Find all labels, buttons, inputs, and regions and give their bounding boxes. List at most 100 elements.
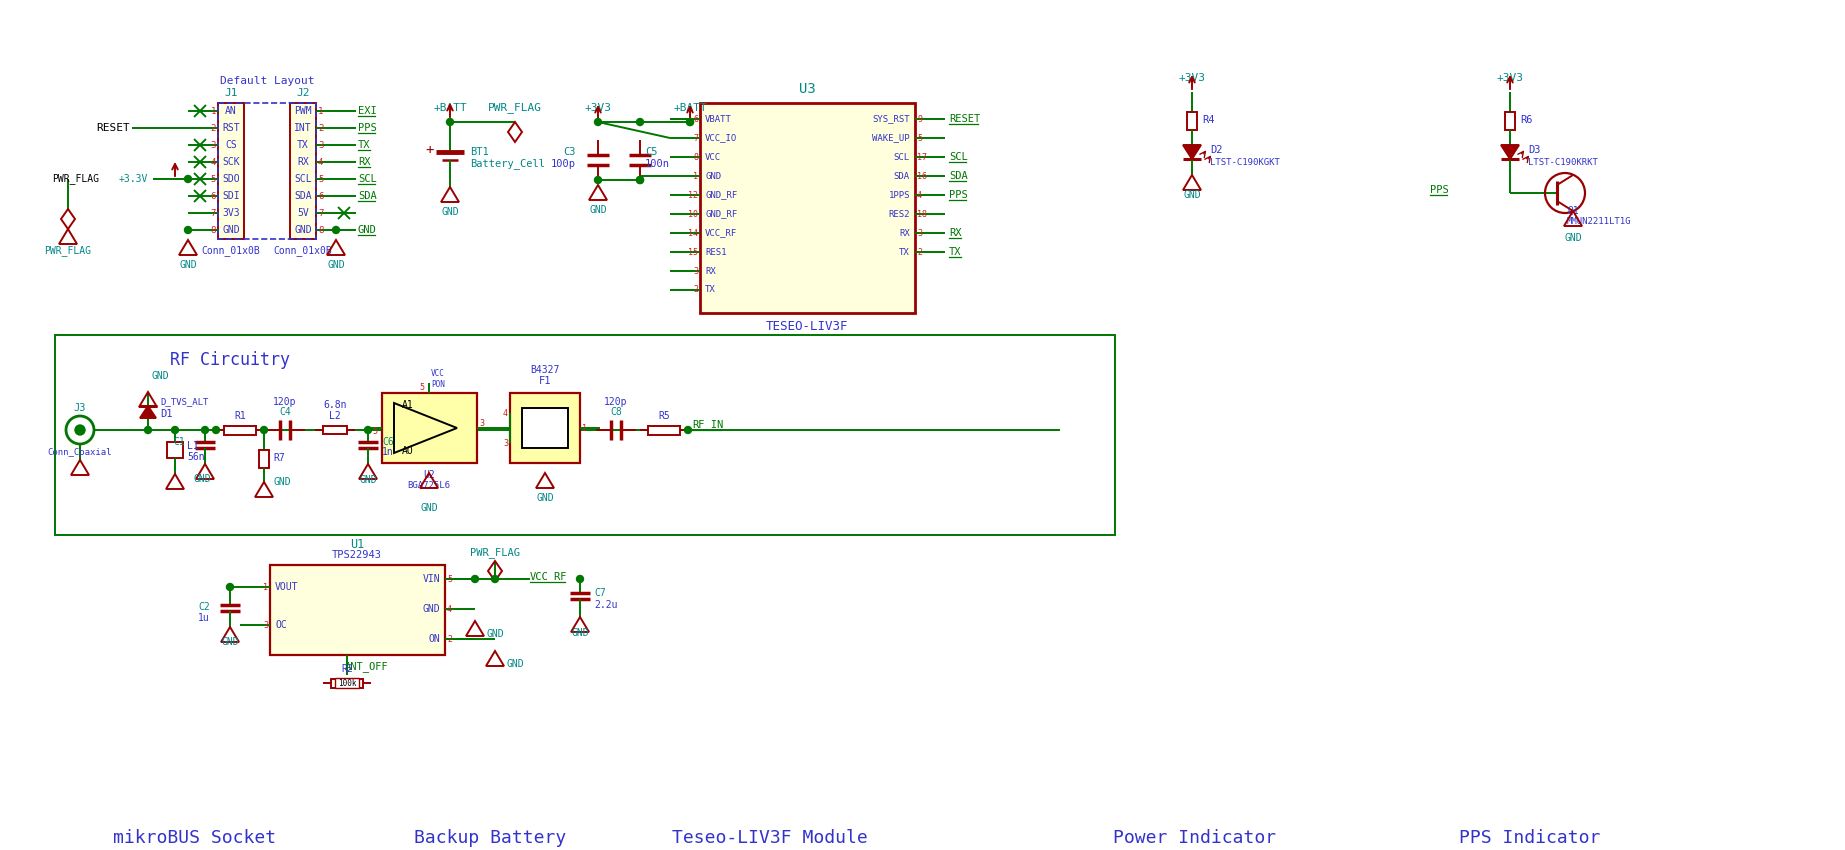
Text: 56n: 56n [186, 452, 205, 462]
Text: Power Indicator: Power Indicator [1113, 829, 1277, 847]
Bar [330, 679, 363, 688]
Polygon shape [1183, 145, 1201, 159]
Text: TESEO-LIV3F: TESEO-LIV3F [766, 320, 849, 333]
Text: TX: TX [948, 247, 961, 257]
Text: EXI: EXI [358, 106, 376, 116]
Text: 8: 8 [317, 225, 323, 235]
Text: 4: 4 [317, 157, 323, 167]
Text: D3: D3 [1528, 145, 1541, 155]
Text: 1: 1 [581, 423, 587, 433]
Text: WAKE_UP: WAKE_UP [873, 133, 910, 143]
Text: 3: 3 [694, 267, 697, 275]
Text: C6: C6 [382, 437, 393, 447]
Text: AN: AN [225, 106, 236, 116]
Bar [258, 450, 269, 468]
Text: +: + [426, 143, 434, 157]
Text: 100k: 100k [338, 678, 356, 688]
Text: F1: F1 [539, 376, 552, 386]
Text: 4: 4 [210, 157, 216, 167]
Bar [336, 678, 360, 688]
Text: RX: RX [358, 157, 371, 167]
Text: 7: 7 [210, 208, 216, 218]
Text: 15: 15 [688, 247, 697, 257]
Text: TX: TX [297, 140, 308, 150]
Text: GND: GND [179, 260, 197, 270]
Text: Conn_01x0B: Conn_01x0B [201, 246, 260, 257]
Text: U3: U3 [799, 82, 815, 96]
Text: INT: INT [293, 123, 312, 133]
Text: 16: 16 [917, 172, 926, 180]
Bar [218, 103, 244, 239]
Text: 120p: 120p [605, 397, 627, 407]
Text: SYS_RST: SYS_RST [873, 115, 910, 123]
Text: +3V3: +3V3 [1179, 73, 1205, 83]
Text: mikroBUS Socket: mikroBUS Socket [113, 829, 277, 847]
Text: R7: R7 [273, 453, 284, 463]
Text: GND: GND [421, 503, 437, 513]
Text: Default Layout: Default Layout [220, 76, 314, 86]
Circle shape [184, 175, 192, 183]
Text: GND: GND [194, 474, 210, 484]
Text: 1n: 1n [382, 447, 393, 457]
Text: 1: 1 [694, 172, 697, 180]
Circle shape [332, 226, 339, 234]
Bar [1506, 112, 1515, 130]
Text: TPS22943: TPS22943 [332, 550, 382, 560]
Text: GND: GND [487, 629, 504, 639]
Text: 3: 3 [264, 620, 268, 630]
Circle shape [594, 118, 601, 126]
Text: 5V: 5V [297, 208, 308, 218]
Text: Conn_Coaxial: Conn_Coaxial [48, 447, 113, 456]
Text: ON: ON [428, 634, 439, 644]
Text: 4: 4 [917, 190, 922, 200]
Bar [290, 103, 315, 239]
Text: 17: 17 [917, 152, 926, 162]
Circle shape [212, 427, 220, 434]
Circle shape [260, 427, 268, 434]
Text: GND: GND [441, 207, 459, 217]
Text: GND_RF: GND_RF [705, 209, 738, 218]
Bar [509, 393, 579, 463]
Bar [323, 426, 347, 434]
Circle shape [594, 177, 601, 184]
Text: 6: 6 [210, 191, 216, 201]
Text: A1: A1 [402, 400, 413, 410]
Text: GND: GND [151, 371, 168, 381]
Text: SCL: SCL [893, 152, 910, 162]
Circle shape [686, 118, 694, 126]
Text: LTST-C190KGKT: LTST-C190KGKT [1210, 157, 1280, 167]
Text: C1: C1 [173, 437, 185, 447]
Text: 1u: 1u [197, 613, 210, 623]
Circle shape [446, 118, 454, 126]
Circle shape [637, 118, 644, 126]
Text: GND: GND [537, 493, 554, 503]
Text: R4: R4 [1201, 115, 1214, 125]
Text: R6: R6 [1520, 115, 1533, 125]
Text: GND: GND [327, 260, 345, 270]
Text: GND: GND [705, 172, 721, 180]
Text: VBATT: VBATT [705, 115, 732, 123]
Text: 2: 2 [210, 123, 216, 133]
Text: GND: GND [221, 637, 238, 647]
Text: Backup Battery: Backup Battery [413, 829, 566, 847]
Text: SDI: SDI [221, 191, 240, 201]
Circle shape [227, 583, 234, 591]
Circle shape [184, 226, 192, 234]
Text: SDA: SDA [893, 172, 910, 180]
Text: MMUN2211LT1G: MMUN2211LT1G [1566, 217, 1631, 225]
Text: Battery_Cell: Battery_Cell [470, 159, 544, 169]
Text: GND: GND [1565, 233, 1581, 243]
Text: RX: RX [705, 267, 716, 275]
Text: PWR_FLAG: PWR_FLAG [44, 246, 92, 257]
Text: GND: GND [589, 205, 607, 215]
Text: B4327: B4327 [530, 365, 559, 375]
Text: GND: GND [360, 475, 376, 485]
Text: SDO: SDO [221, 174, 240, 184]
Text: SDA: SDA [293, 191, 312, 201]
Text: R1: R1 [234, 411, 245, 421]
Text: Q1: Q1 [1566, 206, 1579, 216]
Text: GND: GND [423, 604, 439, 614]
Text: Conn_01x0B: Conn_01x0B [273, 246, 332, 257]
Text: VCC
PON: VCC PON [432, 369, 445, 388]
Bar [269, 565, 445, 655]
